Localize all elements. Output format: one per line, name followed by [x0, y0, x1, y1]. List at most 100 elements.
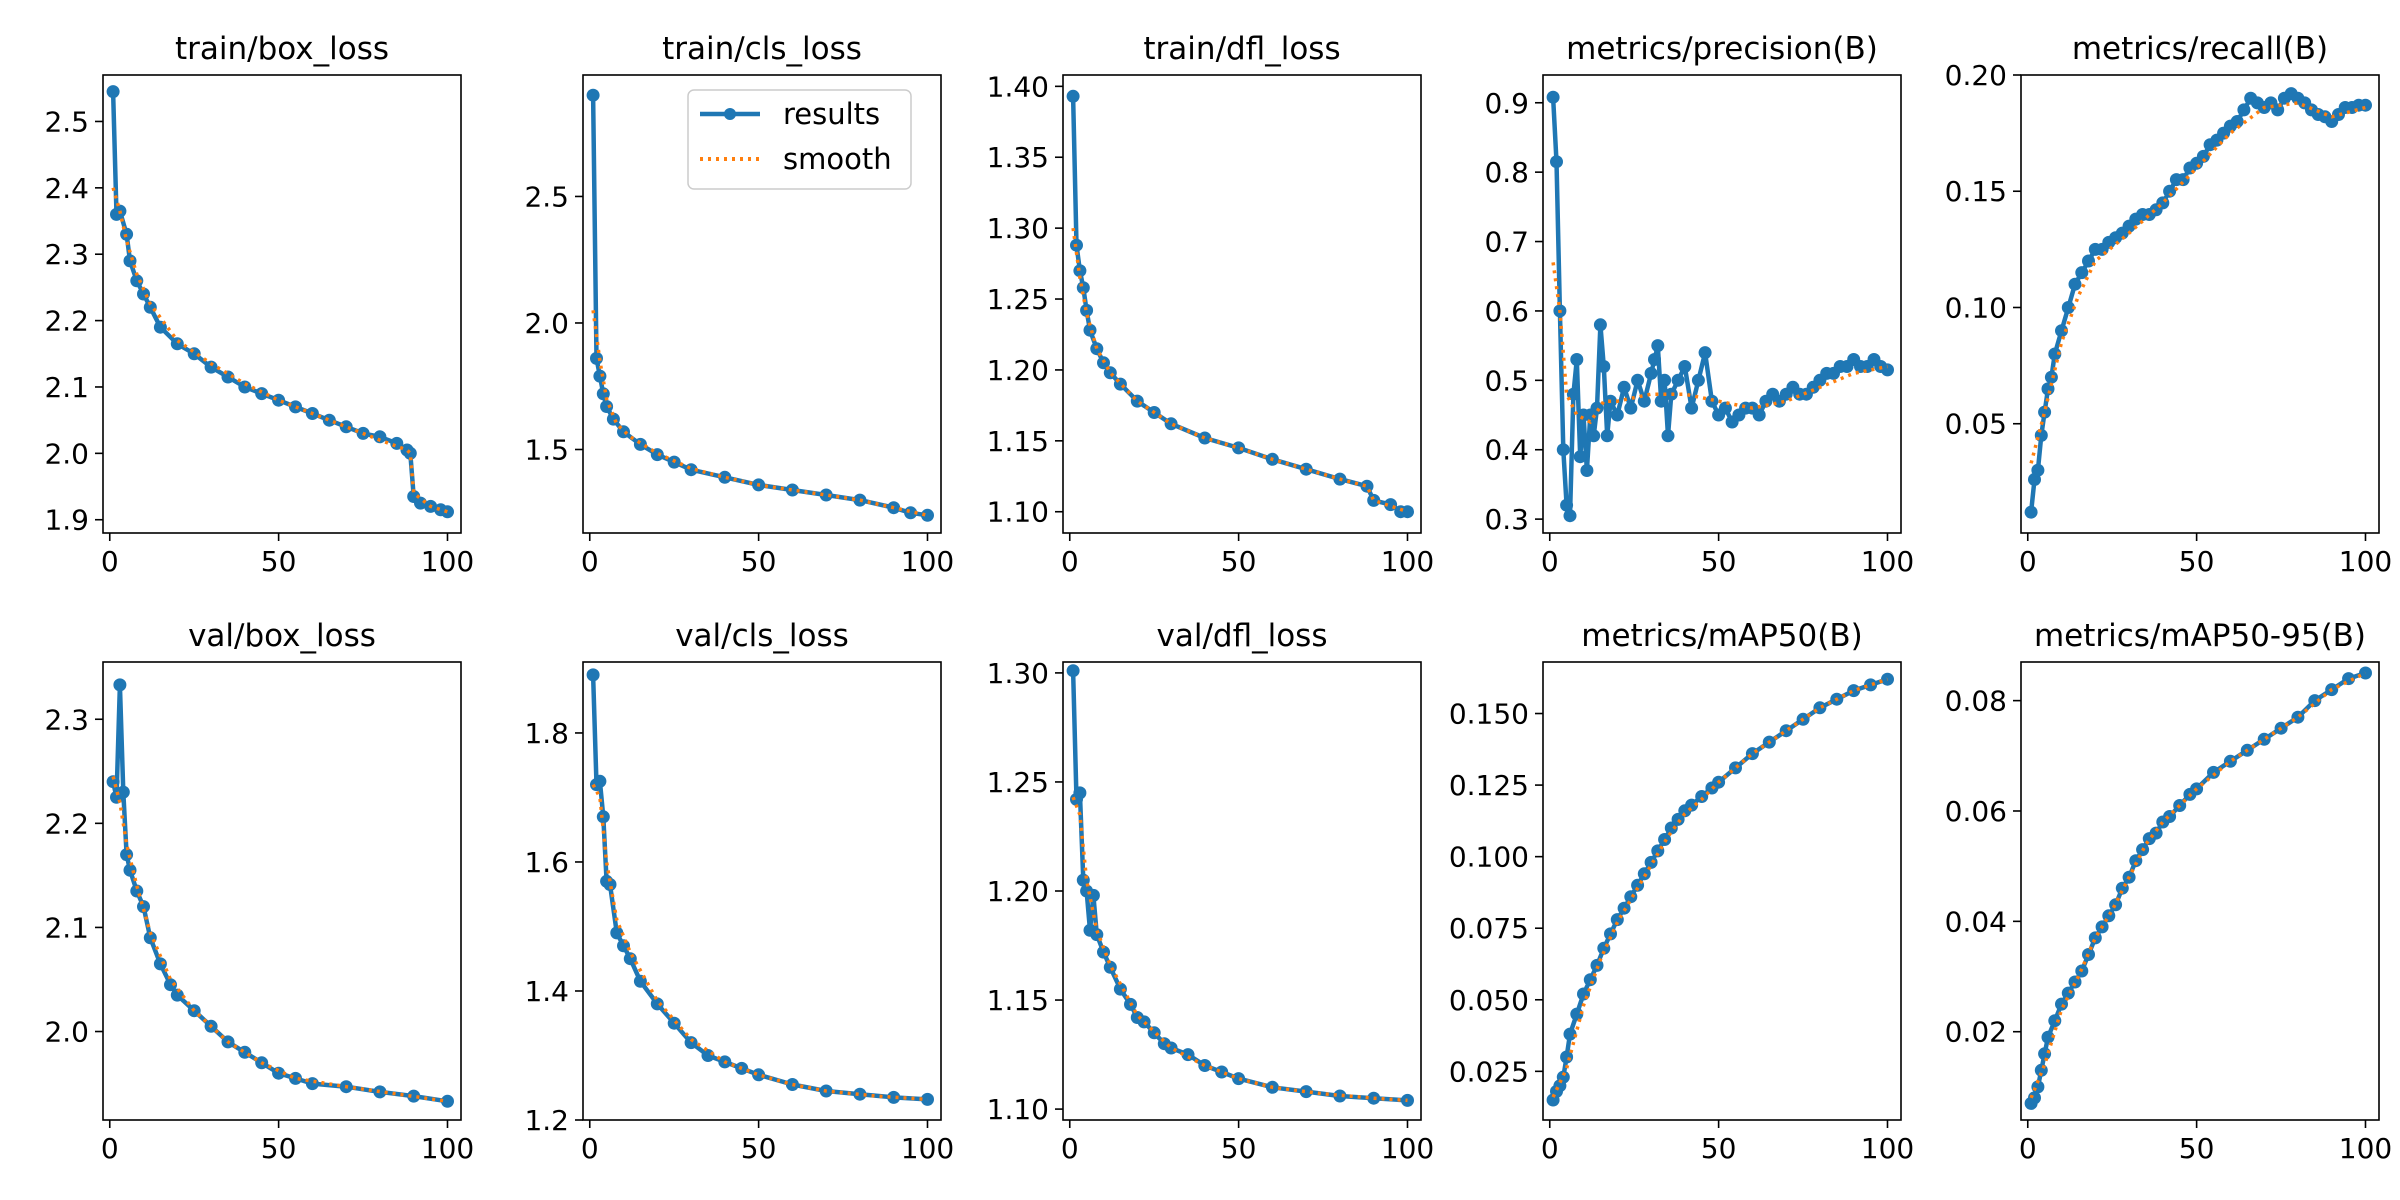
y-tick-label: 1.40: [987, 70, 1049, 103]
plot-frame: [102, 661, 462, 1121]
results-point: [1113, 982, 1127, 996]
results-point: [2075, 266, 2089, 280]
results-point: [130, 274, 144, 288]
x-tick-label: 0: [2019, 545, 2037, 578]
subplot-val-dfl-loss: val/dfl_loss 0 50 100 1.10 1.15 1.20 1.25 1.30: [987, 618, 1435, 1165]
results-point: [1644, 366, 1658, 380]
results-point: [1367, 493, 1381, 507]
results-point: [2038, 1047, 2052, 1061]
y-tick-label: 1.5: [524, 433, 569, 466]
results-point: [1695, 790, 1709, 803]
y-tick-label: 2.0: [44, 437, 89, 470]
results-point: [593, 369, 607, 383]
results-point: [752, 1068, 766, 1082]
subplot-metrics-map50-95-b: metrics/mAP50-95(B) 0 50 100 0.02 0.04 0.06 0.0…: [1945, 618, 2393, 1165]
results-point: [170, 337, 184, 351]
y-tick-label: 2.4: [44, 172, 89, 205]
x-tick-label: 50: [1221, 545, 1257, 578]
results-point: [1090, 342, 1104, 356]
results-point: [1164, 1041, 1178, 1055]
results-point: [153, 957, 167, 971]
results-point: [921, 508, 934, 522]
results-point: [2048, 1014, 2062, 1028]
plot-frame: [1062, 661, 1422, 1121]
x-tick-label: 100: [1381, 545, 1434, 578]
subplot-title: val/box_loss: [188, 618, 376, 654]
x-tick-label: 100: [1381, 1132, 1434, 1165]
results-point: [2068, 277, 2082, 291]
results-point: [1401, 505, 1414, 519]
x-tick-label: 0: [1541, 1132, 1559, 1165]
results-point: [785, 483, 799, 497]
y-tick-label: 2.2: [44, 807, 89, 840]
results-point: [1587, 429, 1601, 443]
results-point: [1610, 408, 1624, 422]
results-point: [2223, 754, 2237, 768]
results-point: [1617, 380, 1631, 394]
results-point: [1147, 1026, 1161, 1040]
y-tick-label: 0.04: [1945, 905, 2007, 938]
results-point: [1232, 441, 1246, 455]
y-tick-label: 0.02: [1945, 1016, 2007, 1049]
y-tick-label: 0.08: [1945, 685, 2007, 718]
results-point: [2359, 98, 2372, 112]
results-point: [2207, 765, 2220, 779]
results-point: [718, 470, 732, 484]
results-point: [1299, 1085, 1313, 1099]
y-tick-label: 0.06: [1945, 795, 2007, 828]
y-tick-label: 0.9: [1484, 87, 1529, 120]
results-point: [2038, 405, 2052, 419]
results-point: [2196, 149, 2210, 163]
y-tick-label: 1.25: [987, 766, 1049, 799]
subplot-title: metrics/mAP50-95(B): [2034, 618, 2366, 654]
x-tick-label: 50: [1701, 1132, 1737, 1165]
smooth-line: [1551, 677, 1889, 1098]
subplot-title: metrics/recall(B): [2072, 31, 2328, 67]
results-point: [1624, 890, 1638, 904]
subplot-title: train/dfl_loss: [1143, 31, 1340, 67]
y-tick-label: 1.30: [987, 212, 1049, 245]
results-point: [610, 926, 624, 940]
y-tick-label: 0.075: [1449, 912, 1529, 945]
x-tick-label: 100: [2339, 1132, 2392, 1165]
results-point: [1066, 89, 1080, 103]
y-tick-label: 1.15: [987, 425, 1049, 458]
y-tick-label: 1.6: [524, 846, 569, 879]
subplot-grid: train/box_loss 0 50 100 1.9 2.0 2.1 2.2 2.3 2.4 2.…: [44, 31, 2392, 1165]
results-line: [1551, 677, 1889, 1101]
smooth-line: [2029, 671, 2367, 1099]
results-point: [407, 1089, 421, 1103]
x-tick-label: 100: [421, 1132, 474, 1165]
y-tick-label: 2.2: [44, 305, 89, 338]
x-tick-label: 50: [261, 545, 297, 578]
results-point: [2237, 103, 2251, 117]
results-point: [1691, 373, 1705, 387]
y-tick-label: 0.150: [1449, 698, 1529, 731]
x-tick-label: 50: [2179, 545, 2215, 578]
y-tick-label: 0.100: [1449, 841, 1529, 874]
y-tick-label: 1.8: [524, 717, 569, 750]
y-tick-label: 0.050: [1449, 984, 1529, 1017]
y-tick-label: 2.1: [44, 371, 89, 404]
y-tick-label: 0.20: [1945, 59, 2007, 92]
results-point: [2230, 115, 2244, 128]
y-tick-label: 0.3: [1484, 503, 1529, 536]
results-point: [1570, 1007, 1584, 1021]
results-point: [1563, 1027, 1577, 1041]
results-point: [1624, 401, 1638, 415]
results-point: [1299, 462, 1313, 476]
subplot-train-box-loss: train/box_loss 0 50 100 1.9 2.0 2.1 2.2 2.3 2.4 2.…: [44, 31, 474, 578]
results-point: [633, 437, 647, 451]
results-point: [1181, 1048, 1195, 1062]
plot-frame: [1542, 661, 1902, 1121]
results-point: [1779, 724, 1793, 738]
results-point: [667, 1016, 681, 1030]
results-point: [1590, 401, 1604, 415]
y-tick-label: 2.0: [524, 307, 569, 340]
results-point: [1881, 363, 1894, 377]
x-tick-label: 0: [1541, 545, 1559, 578]
results-point: [684, 1036, 698, 1050]
results-point: [586, 668, 600, 682]
y-tick-label: 1.35: [987, 141, 1049, 174]
results-point: [2055, 997, 2068, 1011]
